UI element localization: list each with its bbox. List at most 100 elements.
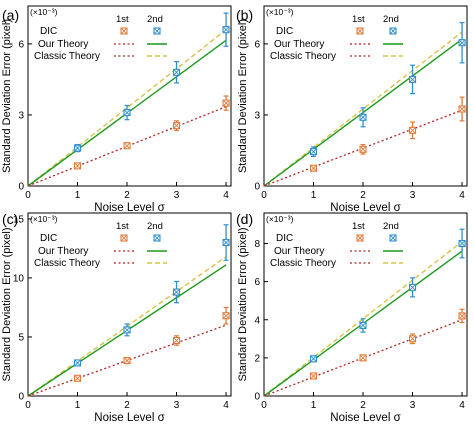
x-tick-label: 0 — [25, 190, 31, 201]
legend-marker-cross — [390, 28, 396, 34]
data-point-cross — [459, 313, 465, 319]
data-point-cross — [409, 127, 416, 134]
x-tick-label: 3 — [174, 190, 180, 201]
y-tick-label: 6 — [254, 277, 260, 288]
legend-dic-label: DIC — [276, 26, 293, 37]
data-point-cross — [223, 100, 229, 106]
x-tick-label: 2 — [360, 400, 366, 411]
y-tick-label: 6 — [254, 39, 260, 50]
data-point-cross — [223, 26, 229, 33]
panel-a: (a) (×10⁻³) 0 1 2 3 4 0 3 6 1st 2nd DIC Our TheoryCla… — [1, 5, 232, 214]
y-tick-label: 15 — [13, 214, 25, 225]
theory-1st-line — [263, 319, 463, 397]
legend-col-2nd: 2nd — [147, 14, 163, 25]
y-axis-title: Standard Deviation Error (pixel) — [1, 227, 13, 381]
legend-col-2nd: 2nd — [147, 221, 163, 232]
panel-label: (b) — [236, 7, 253, 23]
x-tick-label: 3 — [410, 190, 416, 201]
legend-marker-cross — [121, 235, 127, 241]
data-point-cross — [360, 355, 366, 361]
x-tick-label: 4 — [223, 400, 229, 411]
data-point-cross — [74, 360, 81, 366]
y-tick-label: 2 — [254, 353, 260, 364]
y-tick-label: 4 — [254, 315, 260, 326]
data-point-cross — [360, 114, 366, 121]
legend-classic-theory: Classic Theory — [270, 51, 336, 62]
x-tick-label: 1 — [311, 190, 317, 201]
x-axis-title: Noise Level σ — [94, 412, 164, 424]
panel-d: (d) (×10⁻³) 0 1 2 3 4 0 2 4 6 8 1st 2nd DIC Our TheoryC… — [236, 211, 468, 424]
legend-col-1st: 1st — [352, 14, 365, 25]
data-point-cross — [459, 240, 465, 247]
x-tick-label: 2 — [124, 400, 130, 411]
x-axis-title: Noise Level σ — [330, 202, 400, 214]
legend-marker-cross — [121, 28, 127, 34]
classic-theory-2nd-line — [263, 241, 463, 397]
x-tick-label: 1 — [75, 400, 81, 411]
legend-col-2nd: 2nd — [383, 221, 399, 232]
x-tick-label: 3 — [410, 400, 416, 411]
classic-theory-2nd-line — [27, 29, 227, 187]
legend-marker-cross — [154, 235, 160, 241]
data-point-cross — [223, 312, 229, 319]
x-tick-label: 2 — [360, 190, 366, 201]
legend-our-theory: Our Theory — [38, 39, 88, 50]
classic-theory-2nd-line — [263, 31, 463, 187]
data-point-cross — [124, 109, 130, 116]
y-tick-label: 8 — [254, 239, 260, 250]
plot-frame — [263, 5, 468, 187]
data-point-cross — [409, 284, 416, 291]
y-axis-title: Standard Deviation Error (pixel) — [237, 19, 249, 173]
y-tick-label: 0 — [254, 182, 260, 193]
plot-frame — [263, 212, 468, 397]
data-point-cross — [223, 239, 229, 246]
data-point-cross — [173, 122, 180, 129]
data-point-cross — [124, 143, 130, 149]
x-tick-label: 0 — [261, 400, 267, 411]
x-tick-label: 4 — [459, 190, 465, 201]
data-point-cross — [310, 148, 317, 155]
y-tick-label: 6 — [18, 39, 24, 50]
legend-col-1st: 1st — [116, 221, 129, 232]
data-point-cross — [459, 39, 465, 46]
y-tick-label: 3 — [18, 110, 24, 121]
data-point-cross — [310, 373, 317, 379]
axis-multiplier: (×10⁻³) — [266, 7, 294, 17]
legend-classic-theory: Classic Theory — [34, 51, 100, 62]
legend-dic-label: DIC — [276, 233, 293, 244]
legend-dic-label: DIC — [40, 233, 57, 244]
y-tick-label: 5 — [18, 332, 24, 343]
legend-col-1st: 1st — [116, 14, 129, 25]
legend-dic-label: DIC — [40, 26, 57, 37]
y-tick-label: 3 — [254, 110, 260, 121]
data-point-cross — [173, 337, 180, 344]
legend-col-1st: 1st — [352, 221, 365, 232]
plot-frame — [27, 212, 232, 397]
axis-multiplier: (×10⁻³) — [30, 7, 58, 17]
panel-b: (b) (×10⁻³) 0 1 2 3 4 0 3 6 1st 2nd DIC Our TheoryCla… — [236, 5, 468, 214]
x-tick-label: 3 — [174, 400, 180, 411]
panel-c: (c) (×10⁻³) 0 1 2 3 4 0 5 10 15 1st 2nd DIC Our Theory… — [1, 211, 232, 424]
data-point-cross — [173, 69, 180, 76]
data-point-cross — [409, 76, 416, 83]
x-tick-label: 4 — [223, 190, 229, 201]
y-axis-title: Standard Deviation Error (pixel) — [237, 227, 249, 381]
data-point-cross — [74, 145, 81, 151]
data-point-cross — [310, 165, 317, 171]
x-tick-label: 0 — [261, 190, 267, 201]
data-point-cross — [409, 336, 416, 342]
legend-classic-theory: Classic Theory — [34, 258, 100, 269]
data-point-cross — [74, 375, 81, 382]
y-tick-label: 0 — [254, 392, 260, 403]
data-point-cross — [310, 356, 317, 362]
y-tick-label: 10 — [13, 273, 25, 284]
legend-classic-theory: Classic Theory — [270, 258, 336, 269]
panel-label: (d) — [236, 211, 253, 227]
x-tick-label: 0 — [25, 400, 31, 411]
theory-1st-line — [263, 109, 463, 187]
data-point-cross — [360, 322, 366, 329]
data-point-cross — [459, 106, 465, 112]
y-tick-label: 0 — [18, 392, 24, 403]
x-axis-title: Noise Level σ — [94, 202, 164, 214]
